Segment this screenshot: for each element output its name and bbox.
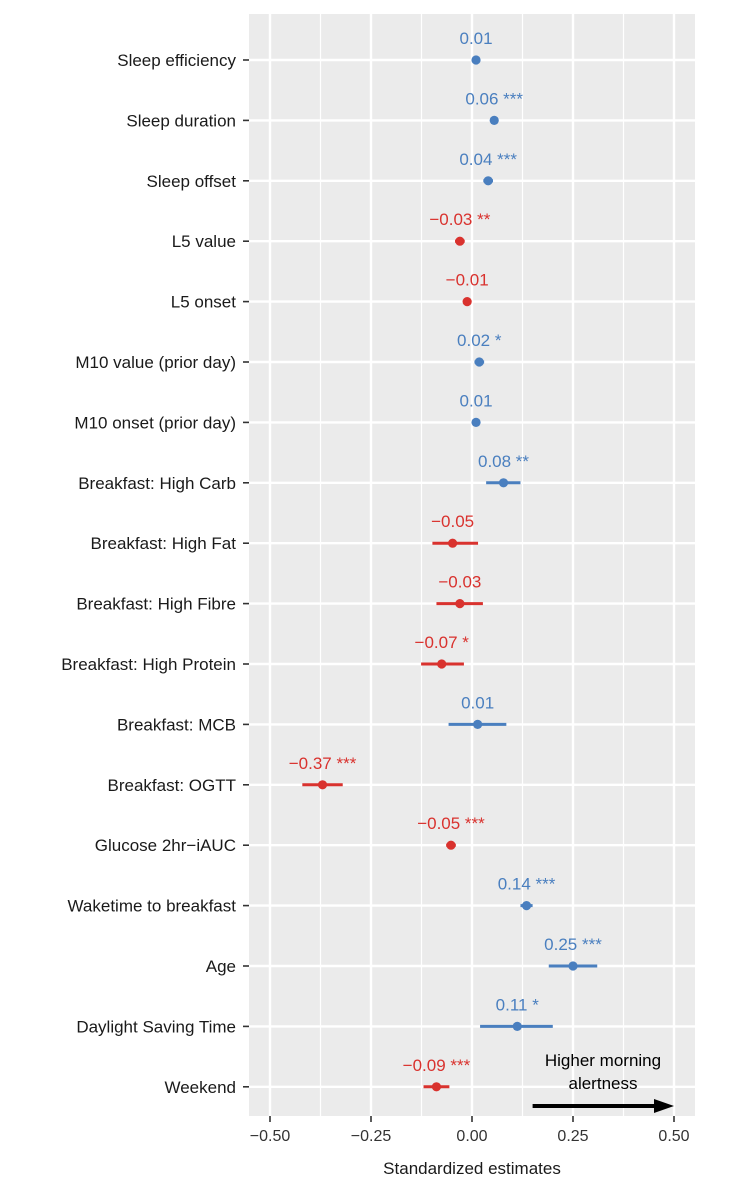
row-label: L5 value xyxy=(172,232,236,251)
row-label: Sleep offset xyxy=(147,172,237,191)
estimate-row: −0.03 xyxy=(436,573,483,609)
row-label: Breakfast: High Protein xyxy=(61,655,236,674)
x-axis: −0.50 −0.25 0.00 0.25 0.50 xyxy=(250,1116,690,1145)
x-tick-label: 0.50 xyxy=(658,1128,689,1145)
estimate-row: −0.03 ** xyxy=(429,210,491,246)
estimate-point xyxy=(521,901,532,911)
row-label: Waketime to breakfast xyxy=(68,897,237,916)
estimate-row: 0.11 * xyxy=(480,995,553,1031)
row-label: Breakfast: High Carb xyxy=(78,474,236,493)
estimate-row: 0.14 *** xyxy=(498,875,556,911)
estimate-row: 0.06 *** xyxy=(465,89,523,125)
estimate-point xyxy=(473,719,483,730)
row-label: Breakfast: High Fibre xyxy=(76,595,236,614)
estimate-row: −0.37 *** xyxy=(289,754,357,790)
estimate-label: −0.05 xyxy=(431,512,474,531)
estimate-row: 0.25 *** xyxy=(544,935,602,971)
estimate-point xyxy=(455,599,465,609)
estimate-label: 0.01 xyxy=(459,391,492,410)
estimate-point xyxy=(431,1082,442,1092)
row-label: Weekend xyxy=(164,1078,236,1097)
annotation-line-1: Higher morning xyxy=(545,1051,661,1070)
estimate-row: −0.05 *** xyxy=(417,814,485,850)
row-label: Sleep duration xyxy=(126,111,236,130)
row-label: M10 value (prior day) xyxy=(75,353,236,372)
estimate-label: 0.02 * xyxy=(457,331,502,350)
estimate-row: −0.01 xyxy=(446,271,489,307)
estimate-label: −0.03 xyxy=(438,573,481,592)
row-label: Sleep efficiency xyxy=(117,51,236,70)
estimate-point xyxy=(471,417,481,427)
estimate-point xyxy=(568,961,578,971)
estimate-label: −0.03 ** xyxy=(429,210,490,229)
estimate-series: 0.01 0.06 *** 0.04 *** −0.03 ** −0.01 0.02 * 0… xyxy=(289,29,602,1092)
estimate-point xyxy=(448,538,458,548)
x-axis-title: Standardized estimates xyxy=(383,1159,561,1178)
estimate-label: 0.06 *** xyxy=(465,89,523,108)
estimate-label: 0.01 xyxy=(459,29,492,48)
estimate-row: −0.07 * xyxy=(415,633,470,669)
estimate-point xyxy=(512,1021,522,1031)
estimate-row: −0.09 *** xyxy=(403,1056,471,1092)
row-label: Breakfast: OGTT xyxy=(108,776,236,795)
estimate-row: −0.05 xyxy=(431,512,479,548)
estimate-point xyxy=(462,297,472,307)
x-tick-label: 0.00 xyxy=(456,1128,487,1145)
estimate-label: 0.25 *** xyxy=(544,935,602,954)
estimate-label: 0.11 * xyxy=(496,995,540,1014)
estimate-label: 0.14 *** xyxy=(498,875,556,894)
estimate-label: 0.04 *** xyxy=(459,150,517,169)
estimate-point xyxy=(498,478,509,488)
estimate-row: 0.02 * xyxy=(457,331,502,367)
estimate-label: 0.08 ** xyxy=(478,452,529,471)
row-label: Daylight Saving Time xyxy=(76,1017,236,1036)
estimate-point xyxy=(483,176,493,186)
estimate-point xyxy=(446,840,456,850)
estimate-point xyxy=(455,236,465,246)
estimate-row: 0.01 xyxy=(459,29,493,65)
x-tick-label: −0.25 xyxy=(351,1128,392,1145)
row-label: Glucose 2hr−iAUC xyxy=(95,836,236,855)
x-tick-label: 0.25 xyxy=(557,1128,588,1145)
estimate-point xyxy=(317,780,328,790)
estimate-label: −0.09 *** xyxy=(403,1056,471,1075)
estimate-point xyxy=(489,115,499,125)
row-label: Age xyxy=(206,957,236,976)
row-label: L5 onset xyxy=(171,293,236,312)
row-label: Breakfast: MCB xyxy=(117,715,236,734)
x-tick-label: −0.50 xyxy=(250,1128,291,1145)
alertness-annotation: Higher morning alertness xyxy=(532,1051,674,1113)
estimate-row: 0.08 ** xyxy=(478,452,529,488)
minor-gridlines xyxy=(319,14,625,1116)
annotation-arrow-head xyxy=(654,1099,674,1113)
row-label: Breakfast: High Fat xyxy=(90,534,236,553)
estimate-row: 0.01 xyxy=(459,391,493,427)
estimate-point xyxy=(437,659,447,669)
estimate-label: −0.37 *** xyxy=(289,754,357,773)
y-axis-labels: Sleep efficiency Sleep duration Sleep offs… xyxy=(61,51,249,1097)
row-label: M10 onset (prior day) xyxy=(74,413,236,432)
estimate-label: 0.01 xyxy=(461,693,494,712)
estimate-row: 0.04 *** xyxy=(459,150,517,186)
annotation-line-2: alertness xyxy=(569,1074,638,1093)
estimate-point xyxy=(474,357,484,367)
estimate-label: −0.05 *** xyxy=(417,814,485,833)
estimate-row: 0.01 xyxy=(448,693,507,730)
estimate-label: −0.01 xyxy=(446,271,489,290)
estimate-point xyxy=(471,55,481,65)
estimate-label: −0.07 * xyxy=(415,633,470,652)
